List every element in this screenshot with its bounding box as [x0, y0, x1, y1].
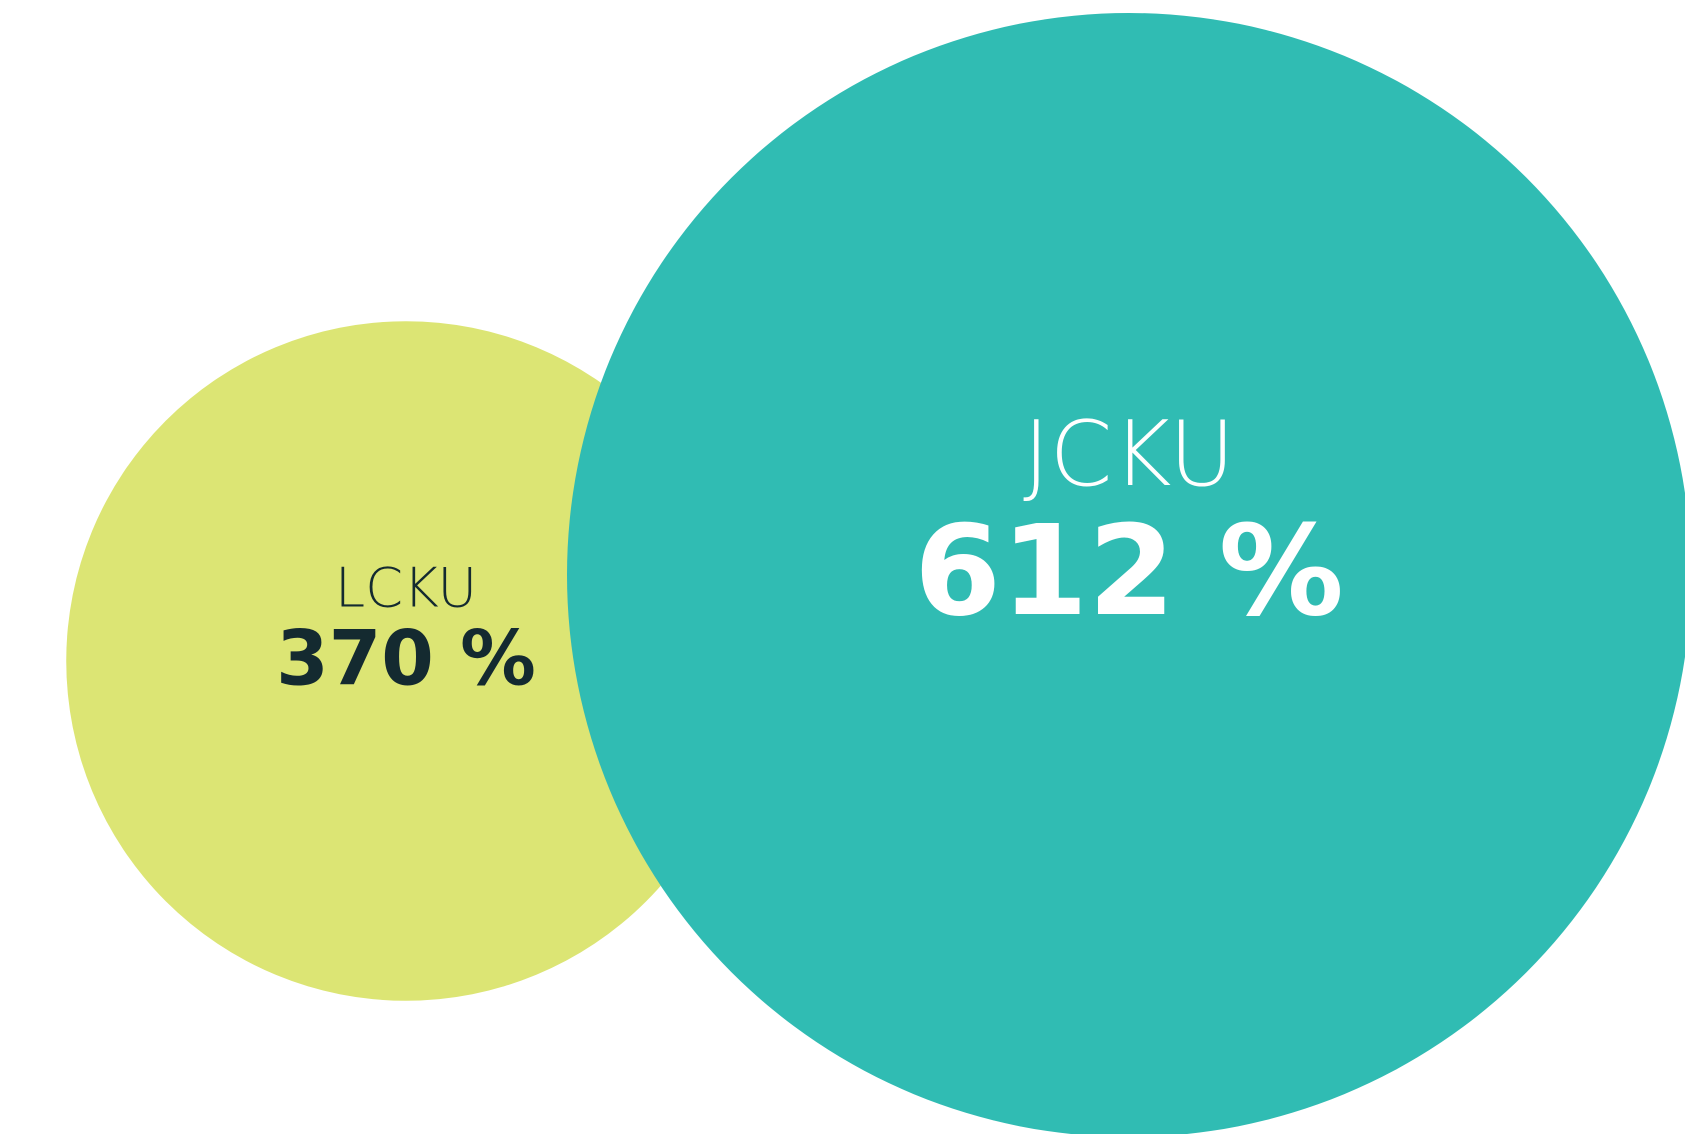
bubble-label: LCKU [335, 556, 477, 620]
value-label: 370 % [276, 615, 536, 703]
bubble [567, 13, 1685, 1134]
bubble-label: JCKU [1023, 402, 1235, 507]
value-label: 612 % [914, 499, 1344, 644]
